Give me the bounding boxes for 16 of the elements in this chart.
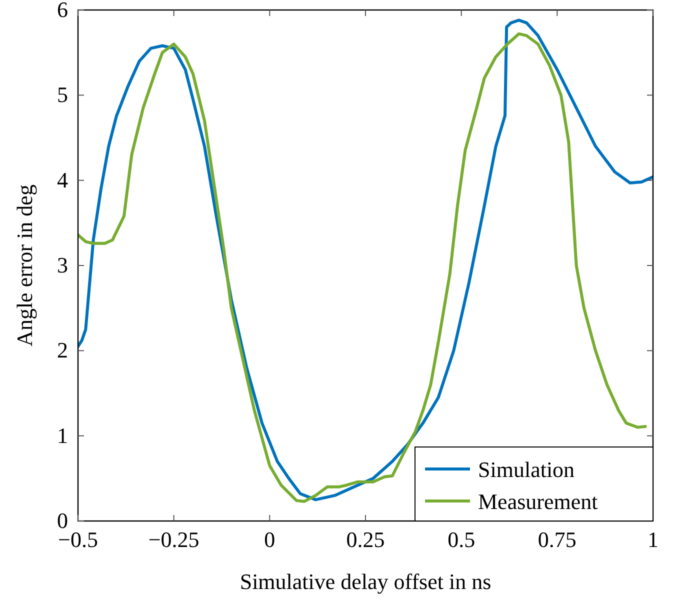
x-tick-label: 0 [264,527,276,552]
y-tick-label: 2 [57,338,68,363]
x-tick-label: 0.25 [346,527,385,552]
legend-label: Measurement [478,489,598,514]
x-tick-label: −0.25 [148,527,200,552]
y-tick-label: 5 [57,82,68,108]
y-tick-label: 3 [57,252,68,278]
y-tick-label: 1 [57,422,68,448]
y-tick-label: 4 [57,167,68,192]
x-axis-title: Simulative delay offset in ns [240,569,492,594]
x-tick-label: 0.5 [448,527,476,552]
legend-label: Simulation [478,457,575,482]
y-tick-label: 6 [57,0,68,22]
x-tick-label: 1 [648,527,658,552]
x-tick-label: 0.75 [538,527,576,552]
y-axis-title: Angle error in deg [12,184,37,346]
